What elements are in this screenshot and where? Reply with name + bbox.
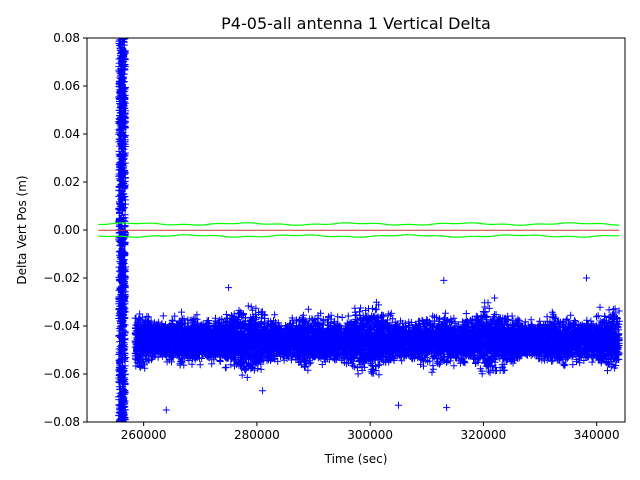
y-tick-label: −0.04 [43,319,80,333]
scatter-outlier [443,404,451,412]
y-axis-label: Delta Vert Pos (m) [15,175,29,284]
y-tick-label: −0.08 [43,415,80,429]
scatter-outlier [440,276,448,284]
y-tick-label: 0.00 [53,223,80,237]
y-tick-label: −0.06 [43,367,80,381]
scatter-series-column [115,38,129,422]
x-axis: 260000 280000 300000 320000 340000 [121,422,620,442]
y-tick-label: −0.02 [43,271,80,285]
x-tick-label: 340000 [574,428,620,442]
x-tick-label: 260000 [121,428,167,442]
x-axis-label: Time (sec) [324,452,388,466]
x-tick-label: 300000 [347,428,393,442]
x-tick-label: 280000 [234,428,280,442]
scatter-outlier [395,401,402,409]
scatter-outlier [225,284,233,292]
scatter-series-band [131,294,623,381]
y-tick-label: 0.06 [53,79,80,93]
envelope-line-upper [98,222,620,226]
y-tick-label: 0.02 [53,175,80,189]
scatter-outlier [583,274,590,282]
x-tick-label: 320000 [461,428,507,442]
y-tick-label: 0.08 [53,31,80,45]
chart-title: P4-05-all antenna 1 Vertical Delta [221,14,491,33]
y-tick-label: 0.04 [53,127,80,141]
envelope-line-lower [98,234,620,238]
scatter-outlier [162,406,170,414]
scatter-outlier [259,387,267,395]
y-axis: −0.08 −0.06 −0.04 −0.02 0.00 0.02 0.04 0.06 0.08 [43,31,87,429]
plot-area [98,38,623,422]
